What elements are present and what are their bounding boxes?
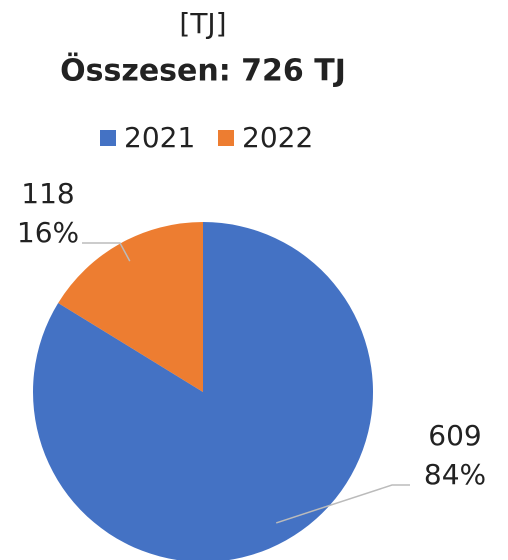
legend-label: 2021 [124,121,195,154]
chart-subtitle: Összesen: 726 TJ [60,52,346,89]
pie-slice [58,222,203,392]
legend-swatch [100,130,116,146]
data-label: 118 [21,177,74,210]
leader-line [275,484,410,524]
leader-line [82,242,131,262]
legend-label: 2022 [242,121,313,154]
percent-label: 16% [17,216,79,249]
pie-slice [33,222,373,560]
data-label: 609 [428,419,481,452]
chart-title: [TJ] [179,7,226,40]
percent-label: 84% [424,458,486,491]
legend-swatch [218,130,234,146]
